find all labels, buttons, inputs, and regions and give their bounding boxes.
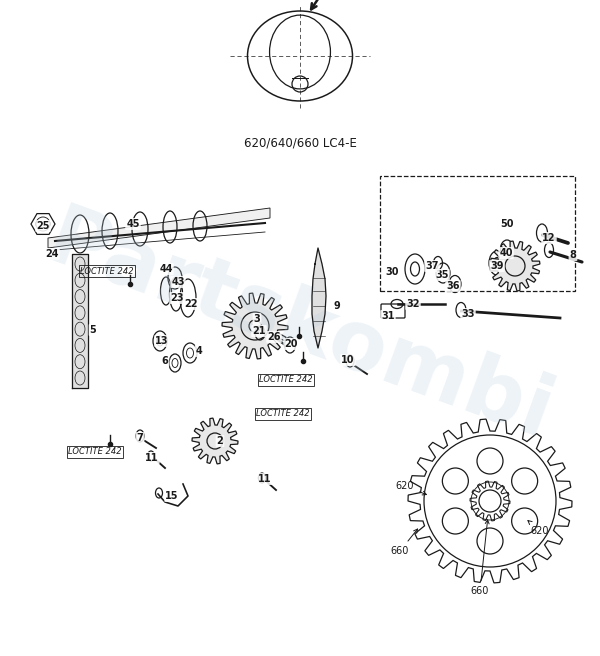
Polygon shape — [490, 241, 540, 291]
Text: 30: 30 — [385, 267, 399, 277]
Text: 3: 3 — [254, 314, 260, 324]
Text: 660: 660 — [471, 520, 489, 596]
Polygon shape — [48, 208, 270, 248]
Text: 25: 25 — [36, 221, 50, 231]
Text: 660: 660 — [391, 529, 418, 556]
Text: 26: 26 — [267, 332, 281, 342]
Text: LOCTITE 242: LOCTITE 242 — [259, 375, 313, 384]
Text: 39: 39 — [490, 261, 504, 271]
Text: 12: 12 — [542, 233, 556, 243]
Text: 620: 620 — [396, 481, 427, 495]
Text: 21: 21 — [252, 326, 266, 336]
Text: 23: 23 — [170, 293, 184, 303]
Text: 2: 2 — [217, 436, 223, 446]
Text: 20: 20 — [284, 339, 298, 349]
Text: 24: 24 — [45, 249, 59, 259]
Polygon shape — [222, 293, 288, 359]
Text: 45: 45 — [126, 219, 140, 229]
Text: 10: 10 — [341, 355, 355, 365]
Text: 9: 9 — [334, 301, 340, 311]
Text: 32: 32 — [406, 299, 420, 309]
Text: 35: 35 — [435, 270, 449, 280]
Text: 11: 11 — [258, 474, 272, 484]
Text: 40: 40 — [499, 248, 513, 258]
Polygon shape — [312, 248, 326, 348]
Text: 13: 13 — [155, 336, 169, 346]
Text: 15: 15 — [165, 491, 179, 501]
Text: 6: 6 — [161, 356, 169, 366]
Text: 7: 7 — [137, 433, 143, 443]
Text: 44: 44 — [159, 264, 173, 274]
Text: LOCTITE 242: LOCTITE 242 — [256, 409, 310, 419]
Text: 33: 33 — [461, 309, 475, 319]
Text: 620/640/660 LC4-E: 620/640/660 LC4-E — [244, 136, 356, 149]
Text: 8: 8 — [569, 250, 577, 260]
Polygon shape — [72, 254, 88, 388]
Text: 620: 620 — [528, 520, 549, 536]
Text: 50: 50 — [500, 219, 514, 229]
Text: 36: 36 — [446, 281, 460, 291]
Text: 5: 5 — [89, 325, 97, 335]
Text: 31: 31 — [381, 311, 395, 321]
Text: LOCTITE 242: LOCTITE 242 — [68, 447, 122, 457]
Text: 43: 43 — [171, 277, 185, 287]
Polygon shape — [192, 418, 238, 464]
Text: 22: 22 — [184, 299, 198, 309]
Text: Partskombi: Partskombi — [37, 199, 563, 457]
Text: 11: 11 — [145, 453, 159, 463]
Text: 37: 37 — [425, 261, 439, 271]
Text: 4: 4 — [196, 346, 202, 356]
Text: LOCTITE 242: LOCTITE 242 — [80, 266, 134, 276]
